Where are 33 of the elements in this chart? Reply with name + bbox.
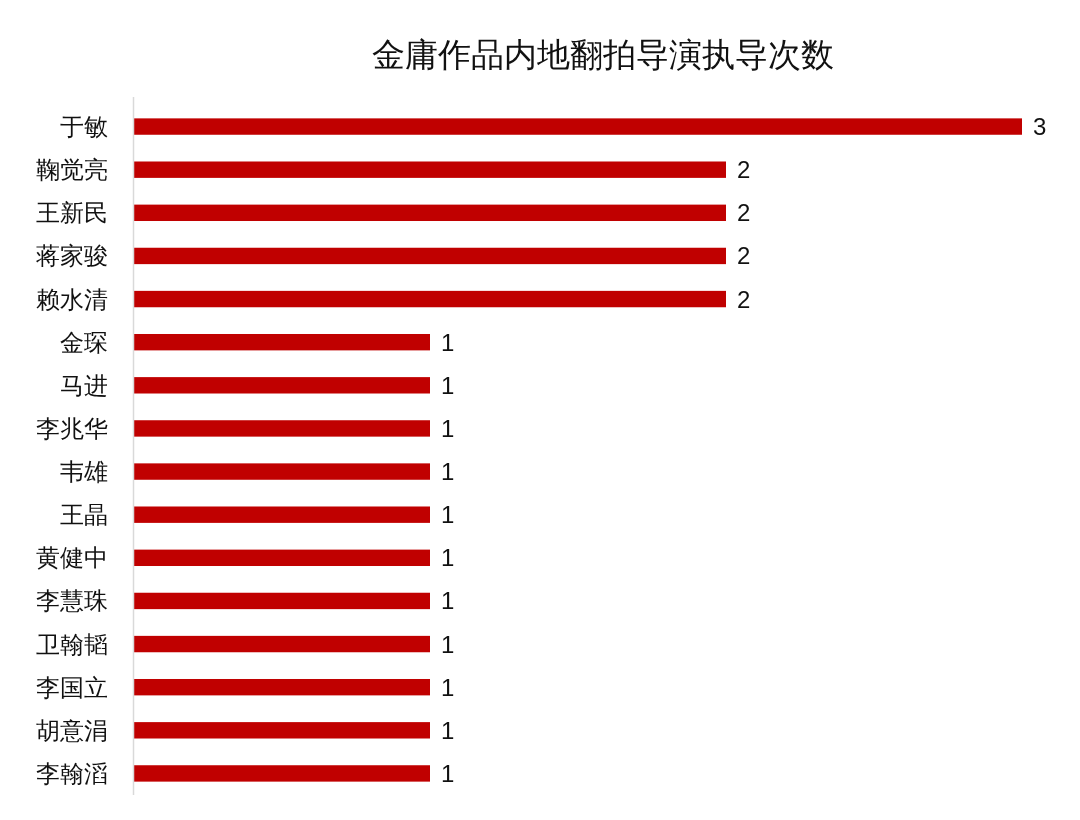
data-label: 1 <box>441 759 455 787</box>
data-label: 1 <box>441 414 455 442</box>
y-tick-label: 韦雄 <box>60 458 108 486</box>
y-tick-label: 蒋家骏 <box>36 242 108 270</box>
data-label: 3 <box>1033 113 1047 141</box>
data-label: 1 <box>441 673 455 701</box>
y-tick-label: 金琛 <box>60 328 108 356</box>
y-tick-label: 马进 <box>60 371 108 399</box>
data-label: 1 <box>441 587 455 615</box>
y-tick-label: 李慧珠 <box>36 587 108 615</box>
y-tick-label: 鞠觉亮 <box>36 156 108 184</box>
data-label: 2 <box>737 285 751 313</box>
y-tick-label: 王新民 <box>36 199 108 227</box>
data-label: 1 <box>441 716 455 744</box>
y-tick-label: 王晶 <box>60 501 108 529</box>
y-tick-label: 胡意涓 <box>36 716 108 744</box>
title: 金庸作品内地翻拍导演执导次数 <box>372 36 834 73</box>
data-label: 1 <box>441 458 455 486</box>
data-label: 2 <box>737 156 751 184</box>
data-label: 1 <box>441 630 455 658</box>
data-label: 1 <box>441 328 455 356</box>
y-tick-label: 李国立 <box>36 673 108 701</box>
y-tick-label: 李翰滔 <box>36 759 108 787</box>
y-tick-label: 黄健中 <box>36 544 108 572</box>
y-tick-label: 李兆华 <box>36 414 108 442</box>
y-tick-label: 赖水清 <box>36 285 108 313</box>
data-label: 1 <box>441 501 455 529</box>
data-label: 2 <box>737 242 751 270</box>
data-label: 2 <box>737 199 751 227</box>
data-label: 1 <box>441 544 455 572</box>
y-tick-label: 于敏 <box>60 113 108 141</box>
y-tick-label: 卫翰韬 <box>36 630 108 658</box>
data-label: 1 <box>441 371 455 399</box>
